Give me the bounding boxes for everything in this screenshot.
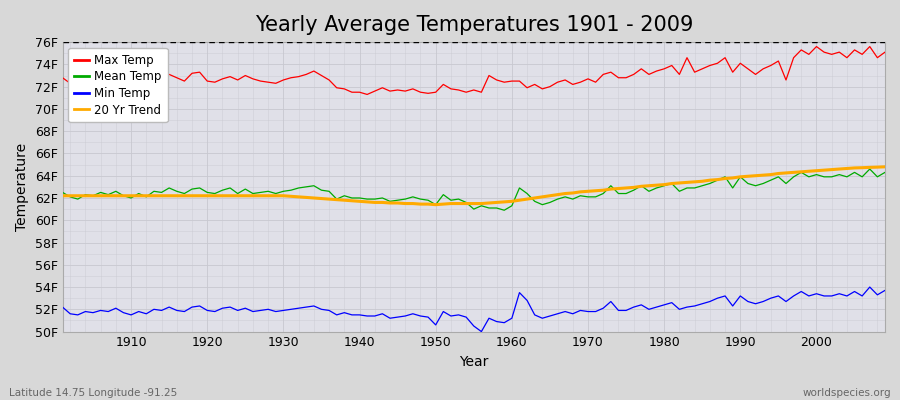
Legend: Max Temp, Mean Temp, Min Temp, 20 Yr Trend: Max Temp, Mean Temp, Min Temp, 20 Yr Tre… — [68, 48, 167, 122]
Title: Yearly Average Temperatures 1901 - 2009: Yearly Average Temperatures 1901 - 2009 — [255, 15, 693, 35]
Text: worldspecies.org: worldspecies.org — [803, 388, 891, 398]
X-axis label: Year: Year — [459, 355, 489, 369]
Text: Latitude 14.75 Longitude -91.25: Latitude 14.75 Longitude -91.25 — [9, 388, 177, 398]
Y-axis label: Temperature: Temperature — [15, 143, 29, 231]
